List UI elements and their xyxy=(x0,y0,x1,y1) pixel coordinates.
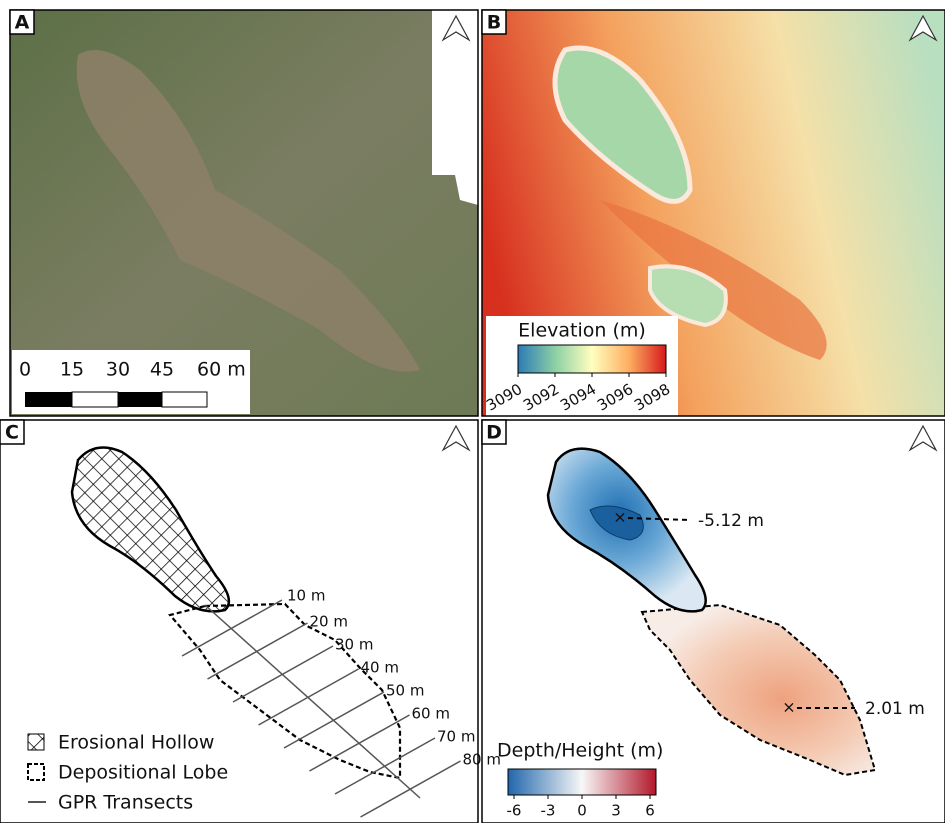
deepest-zone xyxy=(589,505,644,541)
north-arrow xyxy=(908,424,938,452)
transect xyxy=(258,668,359,726)
tick-label: 6 xyxy=(645,802,655,820)
hollow-image xyxy=(76,50,420,372)
transect xyxy=(283,691,385,749)
tick-label: -3 xyxy=(541,802,556,820)
transect-label: 30 m xyxy=(335,636,373,654)
erosional-hollow xyxy=(70,446,231,613)
north-arrow xyxy=(441,424,471,452)
transect xyxy=(232,645,334,703)
tick-label: 0 xyxy=(577,802,587,820)
transect xyxy=(207,622,308,680)
panel-b xyxy=(482,10,945,416)
transect-label: 20 m xyxy=(310,613,348,631)
legend-title: Depth/Height (m) xyxy=(497,740,663,762)
tick-label: 3 xyxy=(611,802,621,820)
colorbar-ticks: -6 -3 0 3 6 xyxy=(507,795,655,820)
scale-label: 15 xyxy=(60,359,84,381)
panel-frame xyxy=(9,9,479,417)
legend-icon xyxy=(27,763,45,781)
marker: × xyxy=(782,698,795,717)
transect xyxy=(360,760,461,818)
transect-label: 50 m xyxy=(386,682,424,700)
deposition-surface xyxy=(640,603,877,777)
transects: 10 m20 m30 m40 m50 m60 m70 m80 m xyxy=(181,587,501,818)
north-arrow xyxy=(908,14,938,42)
transect xyxy=(181,599,283,657)
leader xyxy=(627,517,691,521)
scale-label: 45 xyxy=(150,359,174,381)
scale-label: 60 m xyxy=(197,359,246,381)
panel-frame xyxy=(481,9,945,417)
depositional-lobe xyxy=(168,602,402,780)
image-gap xyxy=(432,10,478,205)
panel-label-box xyxy=(0,419,25,445)
panel-label-box xyxy=(481,419,507,445)
scale-label: 30 xyxy=(106,359,130,381)
transect xyxy=(309,714,410,772)
legend-label: Erosional Hollow xyxy=(58,732,214,754)
marker: × xyxy=(613,508,626,527)
scale-label: 0 xyxy=(19,359,31,381)
panel-label: D xyxy=(486,422,502,444)
transect-label: 40 m xyxy=(361,659,399,677)
transect-label: 70 m xyxy=(437,728,475,746)
legend-title: Elevation (m) xyxy=(518,320,646,342)
annotation: -5.12 m xyxy=(698,511,764,531)
annotation: 2.01 m xyxy=(865,699,925,719)
legend-label: Depositional Lobe xyxy=(58,762,228,784)
panel-d: × -5.12 m × 2.01 m Depth/Height (m) -6 -3… xyxy=(497,447,925,820)
panel-label-box xyxy=(9,9,35,35)
scale-seg xyxy=(71,391,119,408)
scale-seg xyxy=(118,392,162,407)
panel-label-box xyxy=(481,9,507,35)
panel-label: A xyxy=(15,12,30,34)
scale-seg xyxy=(161,391,208,408)
colorbar xyxy=(507,768,657,796)
legend-label: GPR Transects xyxy=(58,792,193,814)
scale-seg xyxy=(25,392,72,407)
scale-bar-labels: 0 15 30 45 60 m xyxy=(19,359,246,381)
pond-elevation xyxy=(648,264,728,328)
panel-a xyxy=(10,10,478,416)
transect-label: 60 m xyxy=(412,705,450,723)
legend-icon xyxy=(27,733,45,751)
colorbar xyxy=(517,344,667,374)
panel-label: C xyxy=(5,422,19,444)
tick-label: -6 xyxy=(507,802,522,820)
transect xyxy=(334,737,436,795)
hollow-elevation xyxy=(552,45,693,204)
transect-label: 10 m xyxy=(287,587,325,605)
panel-label: B xyxy=(487,12,501,34)
panel-c: 10 m20 m30 m40 m50 m60 m70 m80 m Erosion… xyxy=(27,446,501,818)
north-arrow xyxy=(441,14,471,42)
